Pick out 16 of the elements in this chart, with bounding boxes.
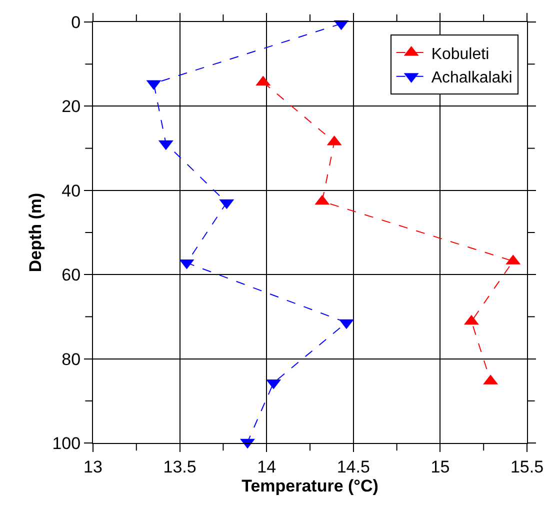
legend-label: Kobuleti [431, 46, 490, 63]
y-axis-title: Depth (m) [26, 192, 45, 272]
y-tick-label: 40 [62, 181, 81, 200]
x-axis-title: Temperature (°C) [242, 476, 378, 496]
y-tick-label: 20 [62, 97, 81, 116]
y-tick-label: 80 [62, 350, 81, 369]
x-tick-label: 14.5 [336, 457, 370, 476]
y-tick-label: 0 [71, 12, 81, 32]
x-tick-label: 13 [84, 457, 102, 476]
x-tick-label: 13.5 [163, 457, 196, 476]
x-tick-label: 14 [257, 457, 276, 476]
legend-label: Achalkalaki [431, 70, 512, 87]
y-tick-label: 100 [52, 434, 81, 453]
x-tick-label: 15 [430, 457, 450, 476]
y-tick-label: 60 [62, 266, 81, 285]
x-tick-label: 15.5 [510, 457, 544, 476]
